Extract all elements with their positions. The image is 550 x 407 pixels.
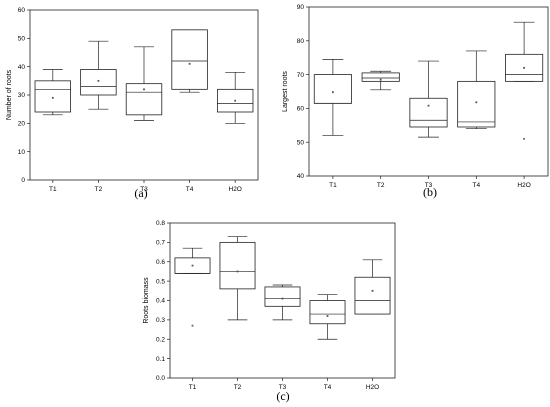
mean-marker xyxy=(379,78,382,81)
x-tick-label: T4 xyxy=(324,384,332,391)
y-tick-label: 60 xyxy=(18,7,26,14)
panel-1: 40 50 60 70 80 90 T1 T2 T3 T4 H2O Largest roots (b) xyxy=(282,4,549,199)
y-tick-label: 30 xyxy=(18,92,26,99)
y-tick-label: 70 xyxy=(297,72,305,79)
iqr-box xyxy=(34,80,71,113)
outlier-point xyxy=(523,137,525,140)
x-tick-label: T1 xyxy=(189,384,197,391)
y-axis-label: Roots biomass xyxy=(143,277,150,324)
y-tick-label: 10 xyxy=(18,149,26,156)
y-tick-label: 0.1 xyxy=(156,356,165,363)
x-tick-label: H2O xyxy=(366,384,379,391)
iqr-box xyxy=(361,72,400,82)
x-tick-label: T1 xyxy=(49,186,57,193)
iqr-box xyxy=(264,286,301,307)
y-tick-label: 0.7 xyxy=(156,240,165,247)
panel-0: 0 10 20 30 40 50 60 T1 T2 T3 T4 H2O Number of roots (… xyxy=(6,7,259,200)
panel-label: (c) xyxy=(276,389,289,403)
mean-marker xyxy=(326,315,329,317)
y-tick-label: 0.8 xyxy=(156,220,165,227)
y-tick-label: 0.6 xyxy=(156,259,165,266)
x-tick-label: T4 xyxy=(473,182,481,189)
y-tick-label: 20 xyxy=(18,121,26,128)
y-tick-label: 60 xyxy=(297,106,305,113)
y-tick-label: 90 xyxy=(297,4,305,11)
y-tick-label: 0.4 xyxy=(156,298,165,305)
mean-marker xyxy=(234,99,237,102)
y-axis-label: Largest roots xyxy=(282,71,289,112)
panel-label: (a) xyxy=(134,186,147,200)
iqr-box xyxy=(457,80,496,128)
iqr-box xyxy=(125,83,163,116)
x-tick-label: H2O xyxy=(229,186,242,193)
y-tick-label: 50 xyxy=(18,36,26,43)
y-tick-label: 40 xyxy=(18,64,26,71)
iqr-box xyxy=(171,29,208,90)
y-tick-label: 40 xyxy=(297,173,305,180)
x-tick-label: T2 xyxy=(377,182,385,189)
y-axis-label: Number of roots xyxy=(6,69,13,120)
x-tick-label: T2 xyxy=(234,384,242,391)
y-tick-label: 0 xyxy=(21,177,25,184)
panel-2: 0.0 0.1 0.2 0.3 0.4 0.5 0.6 0.7 0.8 T1 T2 T3 T4 H2O Ro… xyxy=(143,220,396,403)
outlier-point xyxy=(191,324,194,327)
iqr-box xyxy=(354,276,391,315)
mean-marker xyxy=(97,79,100,82)
mean-marker xyxy=(523,66,525,69)
x-tick-label: T3 xyxy=(425,182,433,189)
x-tick-label: H2O xyxy=(517,182,530,189)
mean-marker xyxy=(281,297,284,300)
mean-marker xyxy=(427,104,430,107)
mean-marker xyxy=(143,88,145,91)
y-tick-label: 0.5 xyxy=(156,278,165,285)
mean-marker xyxy=(191,264,194,267)
panel-label: (b) xyxy=(423,185,437,199)
y-tick-label: 0.0 xyxy=(156,375,165,382)
x-tick-label: T1 xyxy=(329,182,337,189)
iqr-box xyxy=(309,300,346,325)
mean-marker xyxy=(371,289,374,292)
x-tick-label: T3 xyxy=(279,384,287,391)
x-tick-label: T3 xyxy=(140,186,148,193)
mean-marker xyxy=(236,270,239,273)
iqr-box xyxy=(219,241,256,290)
mean-marker xyxy=(188,62,191,65)
y-tick-label: 50 xyxy=(297,139,305,146)
iqr-box xyxy=(313,74,352,104)
x-tick-label: T2 xyxy=(95,186,103,193)
x-tick-label: T4 xyxy=(186,186,194,193)
y-tick-label: 0.3 xyxy=(156,317,165,324)
mean-marker xyxy=(332,91,334,94)
y-tick-label: 0.2 xyxy=(156,336,165,343)
iqr-box xyxy=(80,69,117,96)
mean-marker xyxy=(475,101,478,104)
iqr-box xyxy=(409,97,448,128)
y-tick-label: 80 xyxy=(297,38,305,45)
mean-marker xyxy=(51,96,54,99)
